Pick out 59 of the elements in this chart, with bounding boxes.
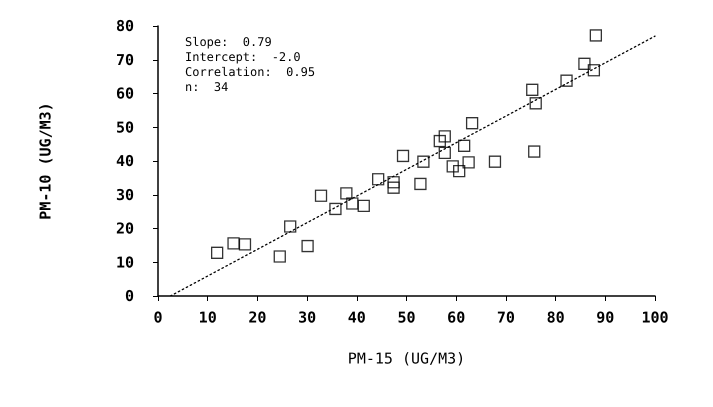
x-tick-label: 0 <box>153 308 163 326</box>
x-axis-title: PM-15 (UG/M3) <box>348 350 466 368</box>
point <box>488 156 502 168</box>
y-tick-label: 70 <box>116 50 134 69</box>
annotation: Slope: 0.79 <box>185 35 272 49</box>
point <box>396 150 410 162</box>
x-tick-label: 70 <box>496 308 515 326</box>
y-tick-label: 0 <box>124 287 134 305</box>
y-tick-label: 60 <box>116 84 134 102</box>
point <box>560 74 573 87</box>
point <box>462 156 475 168</box>
point <box>438 130 451 143</box>
point <box>284 220 296 233</box>
x-tick-label: 100 <box>641 308 669 326</box>
x-tick-label: 50 <box>397 308 416 326</box>
point <box>346 197 358 210</box>
point <box>588 64 600 76</box>
point <box>372 173 384 186</box>
point <box>340 187 353 200</box>
x-tick-label: 10 <box>198 308 217 326</box>
point <box>210 246 224 259</box>
annotation: n: 34 <box>185 80 228 94</box>
point <box>453 164 466 178</box>
point <box>358 200 370 212</box>
point <box>578 58 591 70</box>
y-tick-label: 50 <box>116 118 134 136</box>
x-tick-label: 60 <box>447 308 466 326</box>
point <box>446 160 459 173</box>
y-axis-title: PM-10 (UG/M3) <box>36 102 54 220</box>
point <box>528 145 540 158</box>
y-tick-label: 40 <box>116 152 134 170</box>
x-tick-label: 20 <box>248 308 266 326</box>
point <box>438 146 451 160</box>
point <box>466 117 478 130</box>
x-tick-label: 80 <box>546 308 565 326</box>
point <box>530 97 542 110</box>
point <box>526 84 538 96</box>
x-tick-label: 30 <box>298 308 316 326</box>
point <box>329 202 342 216</box>
point <box>238 238 252 251</box>
point <box>590 29 602 42</box>
point <box>314 190 328 202</box>
y-tick-label: 10 <box>116 253 134 272</box>
y-tick-label: 20 <box>116 220 134 238</box>
point <box>227 237 240 250</box>
y-tick-label: 80 <box>116 17 134 35</box>
point <box>458 140 470 152</box>
point <box>387 176 400 188</box>
x-tick-label: 90 <box>596 308 614 326</box>
point <box>274 250 286 263</box>
point <box>301 240 314 252</box>
point <box>417 156 430 168</box>
point <box>414 178 427 190</box>
point <box>387 182 400 194</box>
x-tick-label: 40 <box>348 308 366 326</box>
point <box>434 134 446 148</box>
annotation: Intercept: -2.0 <box>185 50 301 64</box>
annotation: Correlation: 0.95 <box>185 65 316 79</box>
y-tick-label: 30 <box>116 186 134 204</box>
